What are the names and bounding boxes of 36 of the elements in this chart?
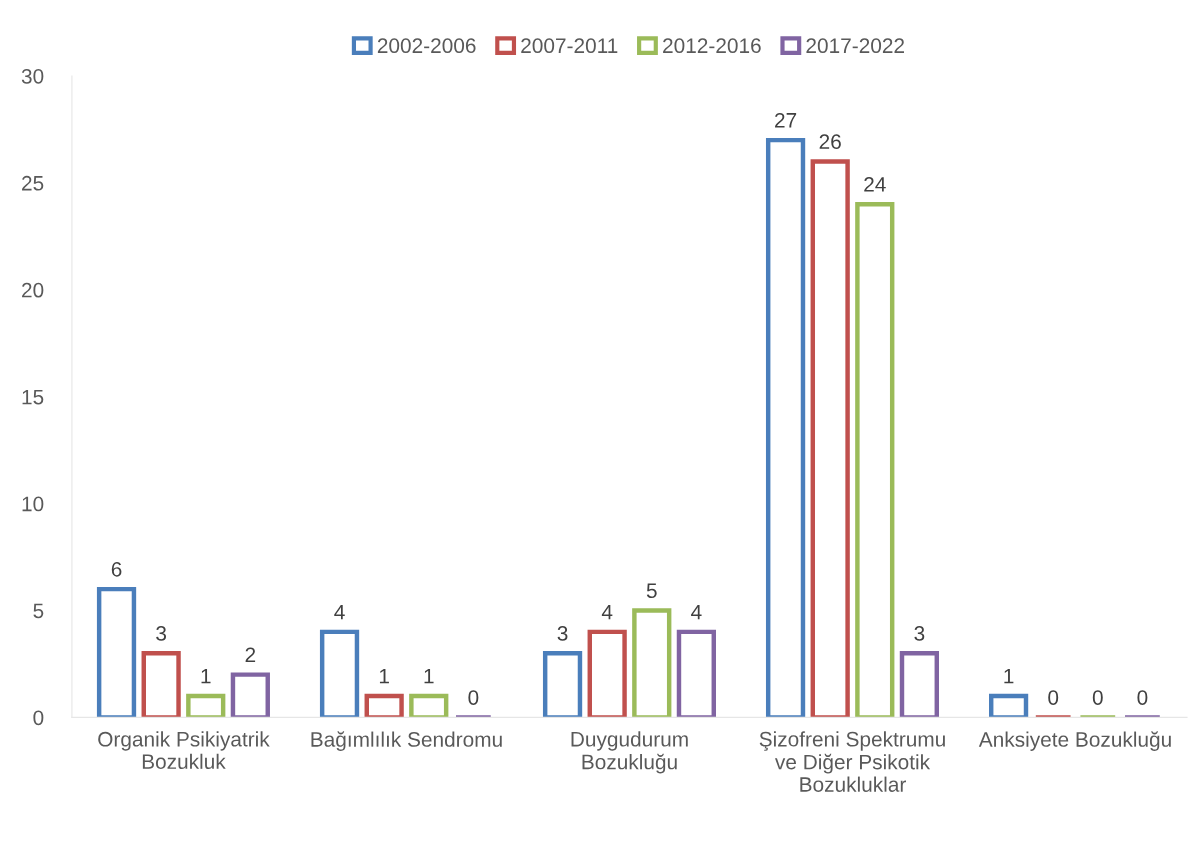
y-tick-label: 10 (22, 496, 44, 512)
x-tick-label: Anksiyete Bozukluğu (978, 731, 1171, 751)
legend-label: 2012-2016 (663, 38, 761, 54)
y-tick-label: 30 (21, 68, 44, 84)
data-label: 1 (1004, 669, 1014, 684)
data-label: 1 (424, 669, 434, 684)
data-label: 6 (111, 561, 122, 577)
y-tick-label: 25 (22, 175, 44, 191)
data-label: 1 (201, 669, 211, 684)
data-label: 24 (864, 177, 886, 192)
data-label: 27 (775, 112, 797, 128)
data-label: 1 (379, 669, 389, 684)
x-tick-label: Bağımlılık Sendromu (311, 731, 502, 751)
y-tick-label: 5 (33, 603, 44, 619)
data-label: 2 (245, 647, 256, 662)
data-label: 4 (691, 604, 702, 620)
data-label: 3 (914, 626, 925, 641)
data-label: 4 (601, 604, 613, 620)
x-tick-label: Organik Psikiyatrik Bozukluk (98, 731, 270, 770)
legend-label: 2002-2006 (377, 38, 476, 54)
x-tick-label: Şizofreni Spektrumu ve Diğer Psikotik Bozukluklar (759, 731, 945, 792)
y-tick-label: 15 (22, 389, 44, 405)
data-label: 0 (1048, 690, 1059, 705)
data-label: 4 (334, 604, 345, 620)
data-label: 26 (819, 134, 841, 150)
data-label: 3 (557, 626, 568, 641)
legend-label: 2007-2011 (521, 38, 618, 54)
data-label: 0 (1092, 690, 1103, 705)
y-tick-label: 0 (33, 710, 44, 726)
data-label: 5 (646, 583, 657, 599)
x-tick-label: Duygudurum Bozukluğu (571, 731, 688, 774)
data-label: 0 (468, 690, 479, 705)
legend-label: 2017-2022 (806, 38, 904, 54)
data-label: 3 (156, 626, 167, 641)
y-tick-label: 20 (22, 282, 44, 298)
data-label: 0 (1137, 690, 1148, 705)
